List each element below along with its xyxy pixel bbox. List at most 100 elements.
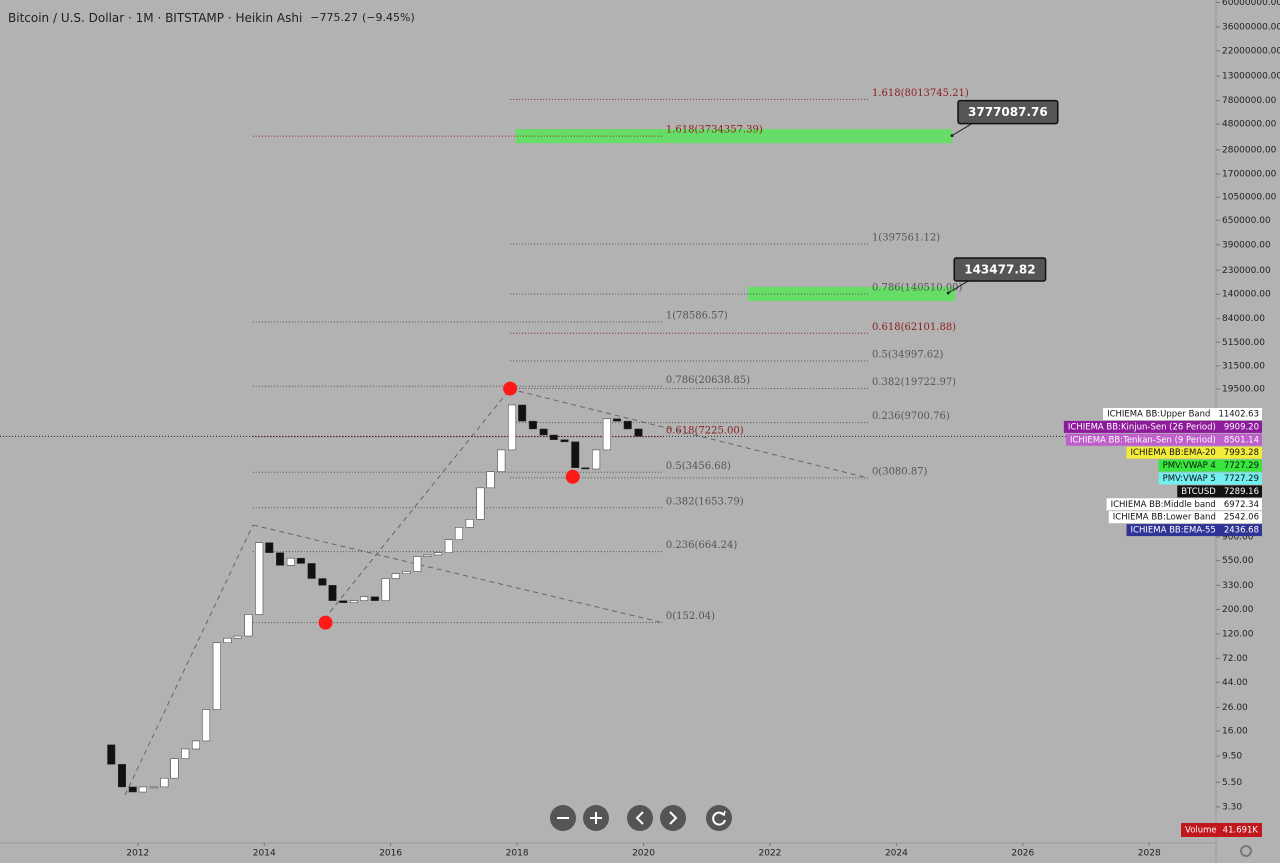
y-tick-label: 9.50: [1222, 752, 1242, 762]
y-tick-label: 650000.00: [1222, 216, 1271, 226]
x-tick-label: 2018: [506, 849, 529, 859]
price-label-name: ICHIEMA BB:Tenkan-Sen (9 Period): [1070, 435, 1216, 445]
candle-body: [623, 420, 632, 430]
y-tick-label: 31500.00: [1222, 361, 1265, 371]
price-label: 7289.16 BTCUSD: [1177, 485, 1262, 498]
candle-body: [191, 740, 200, 750]
y-tick-label: 200.00: [1222, 605, 1254, 615]
candle-body: [255, 542, 264, 615]
candle-body: [528, 420, 537, 430]
candle-body: [107, 744, 116, 765]
fib-label: 0(3080.87): [872, 466, 928, 477]
y-tick-label: 26.00: [1222, 703, 1248, 713]
x-tick-label: 2014: [253, 849, 276, 859]
y-tick-label: 550.00: [1222, 556, 1254, 566]
price-label: 7727.29 PMV:VWAP 5: [1158, 472, 1262, 485]
candle-body: [160, 777, 169, 788]
y-tick-label: 5.50: [1222, 778, 1242, 788]
fib-label: 0.786(140510.00): [872, 282, 963, 293]
y-tick-label: 16.00: [1222, 726, 1248, 736]
candle-body: [508, 404, 517, 451]
settings-button[interactable]: [1240, 845, 1252, 857]
candle-body: [612, 418, 621, 422]
callout-box: [957, 99, 1059, 125]
fib-label: 0.236(9700.76): [872, 411, 950, 422]
y-tick-label: 19500.00: [1222, 385, 1265, 395]
volume-label-name: Volume: [1185, 826, 1217, 836]
volume-label-value: 41.691K: [1223, 826, 1259, 836]
nav-buttons: [550, 805, 732, 831]
fib-label: 1(78586.57): [666, 310, 728, 321]
pivot-marker: [503, 381, 518, 396]
callout-pointer: [947, 280, 969, 294]
fib-label: 0.786(20638.85): [666, 375, 750, 386]
candle-body: [117, 764, 127, 788]
callout-label: 3777087.76: [968, 105, 1048, 119]
candle-body: [413, 556, 422, 572]
trend-lines: [124, 388, 869, 796]
candle-body: [212, 642, 221, 710]
y-tick-label: 36000000.00: [1222, 23, 1280, 33]
x-tick-label: 2020: [632, 849, 655, 859]
scroll-right-button[interactable]: [660, 805, 686, 831]
candle-body: [476, 487, 485, 520]
candle-body: [581, 467, 590, 470]
price-label-box: [1177, 485, 1262, 498]
candle-body: [265, 542, 274, 553]
scroll-left-button[interactable]: [627, 805, 653, 831]
x-tick-label: 2028: [1138, 849, 1161, 859]
candle-body: [560, 439, 569, 443]
candle-body: [233, 635, 242, 639]
candle-body: [128, 786, 137, 793]
candle-body: [276, 552, 285, 566]
target-band: [515, 129, 953, 144]
price-label-name: ICHIEMA BB:Middle band: [1111, 500, 1216, 510]
y-tick-label: 22000000.00: [1222, 46, 1280, 56]
fib-label: 0.5(34997.62): [872, 349, 944, 360]
target-band: [747, 286, 956, 301]
y-tick-label: 84000.00: [1222, 314, 1265, 324]
candle-body: [170, 758, 179, 779]
candle-body: [339, 600, 348, 603]
candle-body: [592, 449, 601, 470]
candle-body: [549, 434, 558, 440]
price-label: 9909.20 ICHIEMA BB:Kinjun-Sen (26 Period): [1063, 420, 1262, 433]
price-label-value: 7727.29: [1224, 474, 1259, 484]
pivot-marker: [318, 615, 333, 630]
reset-button[interactable]: [706, 805, 732, 831]
price-label-box: [1106, 498, 1262, 511]
price-label-name: ICHIEMA BB:Kinjun-Sen (26 Period): [1068, 422, 1216, 432]
price-label-box: [1108, 511, 1262, 524]
price-label-box: [1065, 433, 1262, 446]
price-label-box: [1158, 472, 1262, 485]
fib-label: 1(397561.12): [872, 232, 940, 243]
callout-box: [953, 257, 1047, 282]
candle-body: [434, 552, 443, 556]
price-label: 2542.06 ICHIEMA BB:Lower Band: [1108, 511, 1262, 524]
price-label-value: 9909.20: [1224, 422, 1259, 432]
candle-body: [497, 449, 506, 472]
fib-label: 0(152.04): [666, 611, 715, 622]
candle-body: [360, 596, 369, 601]
price-label: 7727.29 PMV:VWAP 4: [1158, 459, 1262, 472]
price-label-box: [1126, 524, 1262, 537]
price-label-box: [1126, 446, 1262, 459]
y-tick-label: 3.30: [1222, 802, 1242, 812]
candle-body: [181, 748, 190, 759]
price-label-name: BTCUSD: [1181, 487, 1216, 497]
price-label-value: 2542.06: [1224, 513, 1259, 523]
trend-line: [509, 388, 869, 479]
zoom-in-button[interactable]: [583, 805, 609, 831]
candle-body: [381, 578, 390, 601]
y-tick-label: 230000.00: [1222, 266, 1271, 276]
candle-body: [349, 600, 359, 603]
candle-body: [307, 563, 316, 579]
y-tick-label: 72.00: [1222, 654, 1248, 664]
zoom-out-button[interactable]: [550, 805, 576, 831]
candle-body: [149, 786, 158, 789]
candle-body: [318, 578, 327, 586]
candle-body: [454, 527, 463, 541]
price-label-value: 11402.63: [1218, 410, 1259, 420]
trend-line: [124, 524, 254, 796]
